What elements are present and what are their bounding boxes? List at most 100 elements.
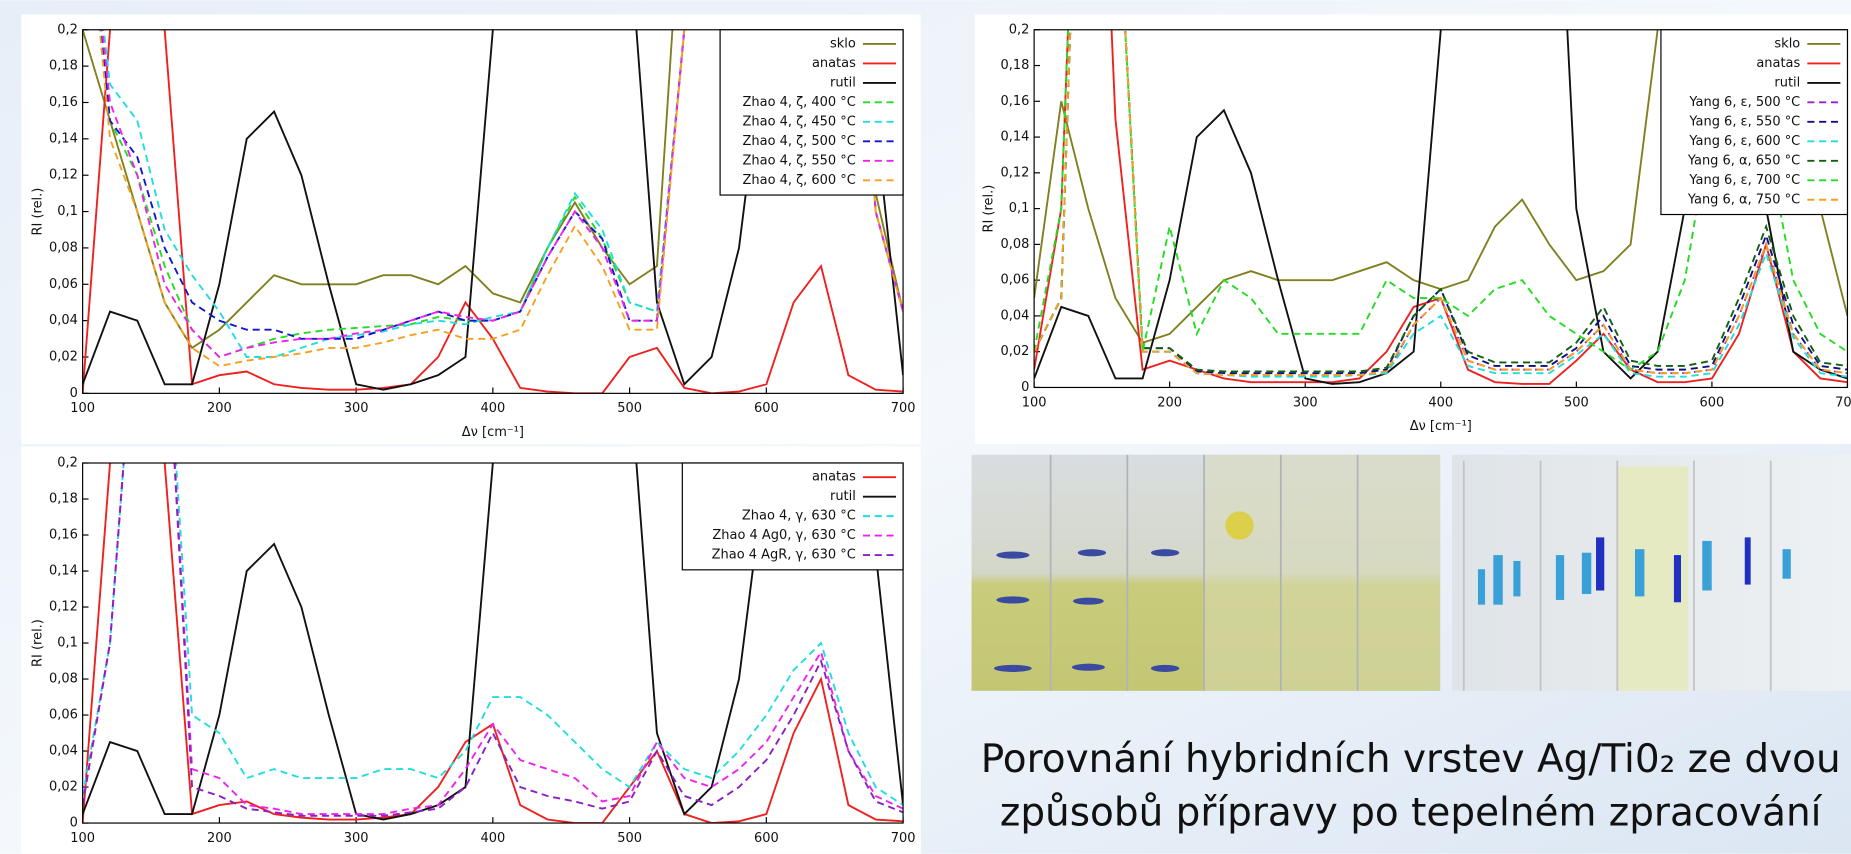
chart: 0 0,02 0,04 0,06 0,08 0,1 0,12 0,14 0,16 0,18 0,2 1… (975, 14, 1851, 445)
legend-label: anatas (1756, 56, 1800, 71)
plot-frame (82, 462, 904, 824)
y-tick-label: 0,12 (49, 168, 78, 183)
legend-label: rutil (830, 489, 856, 504)
x-tick-label: 500 (1564, 395, 1589, 410)
y-tick-label: 0,08 (1000, 237, 1029, 252)
y-tick-label: 0,14 (49, 131, 78, 146)
series-line (82, 463, 904, 817)
y-tick-label: 0,1 (57, 636, 78, 651)
x-tick-label: 400 (480, 401, 505, 416)
y-tick-label: 0,14 (1000, 130, 1029, 145)
series-line (98, 29, 904, 368)
legend-label: sklo (830, 36, 856, 51)
y-tick-label: 0,02 (1000, 344, 1029, 359)
legend: sklo anatas rutil Zhao 4, ζ, 400 °C Zhao 4, … (719, 29, 904, 196)
y-tick-label: 0 (70, 816, 78, 831)
legend: sklo anatas rutil Yang 6, ε, 500 °C Yang 6, … (1660, 29, 1849, 216)
y-tick-label: 0,06 (49, 708, 78, 723)
legend-label: Yang 6, ε, 700 °C (1688, 173, 1800, 188)
legend-label: anatas (812, 56, 856, 71)
series-line (99, 29, 904, 340)
y-tick-label: 0,2 (1009, 22, 1030, 37)
y-tick-label: 0,04 (49, 313, 78, 328)
x-tick-label: 200 (1157, 395, 1182, 410)
x-axis-label: Δν [cm⁻¹] (1410, 419, 1472, 434)
y-tick-label: 0,08 (49, 240, 78, 255)
series-line (82, 29, 904, 391)
x-tick-label: 200 (207, 401, 232, 416)
x-tick-label: 400 (480, 831, 505, 846)
x-tick-label: 300 (344, 401, 369, 416)
y-tick-label: 0,18 (1000, 58, 1029, 73)
x-tick-label: 700 (891, 831, 916, 846)
y-tick-label: 0,04 (1000, 308, 1029, 323)
x-tick-label: 100 (1022, 395, 1047, 410)
x-tick-label: 500 (617, 401, 642, 416)
series-line (1034, 29, 1848, 385)
chart: 0 0,02 0,04 0,06 0,08 0,1 0,12 0,14 0,16 0,18 0,2 1… (21, 14, 921, 445)
y-tick-label: 0,12 (49, 600, 78, 615)
legend-label: Zhao 4, ζ, 550 °C (743, 153, 856, 168)
x-tick-label: 500 (617, 831, 642, 846)
y-tick-label: 0 (1021, 380, 1029, 395)
y-axis-label: RI (rel.) (30, 188, 45, 236)
y-tick-label: 0,16 (49, 95, 78, 110)
x-tick-label: 300 (344, 831, 369, 846)
photo-1 (971, 454, 1441, 691)
y-tick-label: 0,02 (49, 780, 78, 795)
legend-label: Yang 6, α, 750 °C (1687, 192, 1800, 207)
y-tick-label: 0,06 (49, 277, 78, 292)
y-tick-label: 0,08 (49, 672, 78, 687)
y-axis-label: RI (rel.) (30, 619, 45, 667)
x-tick-label: 600 (754, 401, 779, 416)
series-line (82, 463, 904, 816)
x-tick-label: 700 (891, 401, 916, 416)
series-line (82, 463, 904, 806)
series-line (1034, 29, 1848, 373)
legend-label: Zhao 4, γ, 630 °C (742, 509, 856, 524)
legend-label: Zhao 4, ζ, 400 °C (743, 95, 856, 110)
caption-line: způsobů přípravy po tepelném zpracování (1000, 790, 1823, 835)
y-tick-label: 0,1 (57, 204, 78, 219)
photo-2 (1451, 454, 1851, 691)
legend-label: Yang 6, ε, 500 °C (1688, 95, 1800, 110)
y-axis-label: RI (rel.) (982, 185, 997, 233)
legend-label: Zhao 4 Ag0, γ, 630 °C (712, 528, 855, 543)
legend-label: anatas (812, 470, 856, 485)
y-tick-label: 0,06 (1000, 273, 1029, 288)
legend-label: Zhao 4 AgR, γ, 630 °C (712, 548, 856, 563)
legend-label: rutil (1774, 75, 1800, 90)
y-tick-label: 0,12 (1000, 165, 1029, 180)
legend-label: Zhao 4, ζ, 500 °C (743, 134, 856, 149)
y-tick-label: 0,04 (49, 744, 78, 759)
series-line (82, 463, 904, 821)
legend-box (719, 29, 904, 196)
legend-label: Yang 6, ε, 550 °C (1688, 114, 1800, 129)
x-tick-label: 600 (754, 831, 779, 846)
legend-box (1660, 29, 1849, 216)
legend-label: Yang 6, ε, 600 °C (1688, 134, 1800, 149)
y-tick-label: 0,2 (57, 22, 78, 37)
x-tick-label: 700 (1835, 395, 1851, 410)
x-tick-label: 100 (70, 831, 95, 846)
legend-label: Zhao 4, ζ, 450 °C (743, 114, 856, 129)
caption-line: Porovnání hybridních vrstev Ag/Ti0₂ ze d… (981, 737, 1841, 782)
y-tick-label: 0 (70, 386, 78, 401)
series-line (101, 29, 904, 359)
x-axis-label: Δν [cm⁻¹] (462, 425, 524, 440)
x-tick-label: 300 (1293, 395, 1318, 410)
x-tick-label: 100 (70, 401, 95, 416)
y-tick-label: 0,18 (49, 492, 78, 507)
legend-label: Zhao 4, ζ, 600 °C (743, 173, 856, 188)
series-line (1034, 29, 1848, 376)
y-tick-label: 0,16 (1000, 94, 1029, 109)
legend: anatas rutil Zhao 4, γ, 630 °C Zhao 4 Ag0, … (681, 462, 904, 571)
x-tick-label: 400 (1428, 395, 1453, 410)
y-tick-label: 0,1 (1009, 201, 1030, 216)
y-tick-label: 0,18 (49, 59, 78, 74)
x-tick-label: 600 (1700, 395, 1725, 410)
plot-frame (82, 29, 904, 394)
series-line (82, 29, 904, 350)
legend-label: Yang 6, α, 650 °C (1687, 153, 1800, 168)
